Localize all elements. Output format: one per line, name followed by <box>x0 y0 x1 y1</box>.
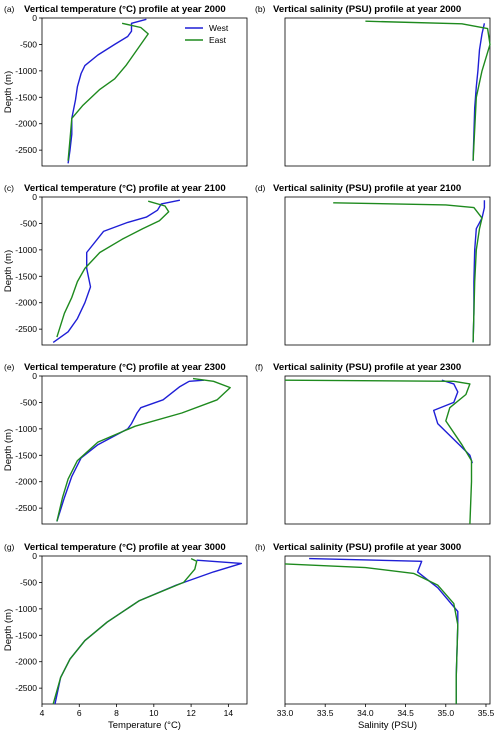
legend-label-west: West <box>209 23 229 33</box>
y-tick-label: -2500 <box>15 145 37 155</box>
x-tick-label: 8 <box>114 708 119 718</box>
x-tick-label: 34.0 <box>357 708 374 718</box>
plot-frame <box>41 555 248 705</box>
x-tick-label: 33.5 <box>317 708 334 718</box>
x-tick-label: 35.5 <box>478 708 495 718</box>
y-tick-label: -1000 <box>15 604 37 614</box>
panel-a: (a) Vertical temperature (°C) profile at … <box>3 4 248 167</box>
legend-label-east: East <box>209 35 227 45</box>
y-tick-label: -2500 <box>15 324 37 334</box>
y-tick-label: -1500 <box>15 271 37 281</box>
panel-title: Vertical salinity (PSU) profile at year … <box>273 4 461 15</box>
panel-g: (g) Vertical temperature (°C) profile at … <box>3 542 248 731</box>
plot-frame <box>284 555 491 705</box>
y-tick-label: -2000 <box>15 477 37 487</box>
y-tick-label: 0 <box>32 13 37 23</box>
series-line-east <box>67 22 149 161</box>
x-axis-label: Salinity (PSU) <box>358 720 417 731</box>
series-line-east <box>52 557 198 705</box>
panel-letter: (f) <box>255 362 263 372</box>
panel-h: (h) Vertical salinity (PSU) profile at ye… <box>255 542 495 731</box>
y-axis-label: Depth (m) <box>3 250 14 292</box>
panel-title: Vertical salinity (PSU) profile at year … <box>273 362 461 373</box>
y-axis-label: Depth (m) <box>3 429 14 471</box>
plot-frame <box>41 196 248 346</box>
y-tick-label: -500 <box>20 577 37 587</box>
legend: West East <box>185 23 229 45</box>
plot-frame <box>284 17 491 167</box>
panel-c: (c) Vertical temperature (°C) profile at … <box>3 183 248 346</box>
series-line-west <box>67 18 147 164</box>
x-tick-label: 33.0 <box>277 708 294 718</box>
panel-f: (f) Vertical salinity (PSU) profile at ye… <box>255 362 491 525</box>
series-line-west <box>52 199 181 343</box>
x-axis-label: Temperature (°C) <box>108 720 181 731</box>
panel-title: Vertical temperature (°C) profile at yea… <box>24 4 226 15</box>
x-tick-label: 34.5 <box>397 708 414 718</box>
panel-letter: (a) <box>4 4 15 14</box>
y-tick-label: -1500 <box>15 450 37 460</box>
series-line-east <box>284 379 473 525</box>
panel-letter: (c) <box>4 183 14 193</box>
series-line-west <box>309 557 459 704</box>
panel-letter: (g) <box>4 542 15 552</box>
plot-frame <box>41 17 248 167</box>
y-tick-label: -1000 <box>15 66 37 76</box>
panel-title: Vertical temperature (°C) profile at yea… <box>24 362 226 373</box>
panel-letter: (d) <box>255 183 266 193</box>
series-line-east <box>333 202 483 343</box>
y-tick-label: -1000 <box>15 424 37 434</box>
y-tick-label: -1500 <box>15 92 37 102</box>
y-tick-label: -1500 <box>15 630 37 640</box>
panel-title: Vertical temperature (°C) profile at yea… <box>24 542 226 553</box>
y-tick-label: -2500 <box>15 503 37 513</box>
plot-frame <box>284 196 491 346</box>
series-line-east <box>56 377 231 522</box>
y-tick-label: -2500 <box>15 683 37 693</box>
panel-e: (e) Vertical temperature (°C) profile at … <box>3 362 248 525</box>
y-tick-label: -500 <box>20 39 37 49</box>
plot-frame <box>284 375 491 525</box>
plot-frame <box>41 375 248 525</box>
y-tick-label: -500 <box>20 397 37 407</box>
x-tick-label: 14 <box>224 708 234 718</box>
panel-letter: (e) <box>4 362 15 372</box>
x-tick-label: 4 <box>40 708 45 718</box>
y-tick-label: -500 <box>20 218 37 228</box>
series-line-east <box>284 563 459 704</box>
panel-letter: (h) <box>255 542 266 552</box>
y-axis-label: Depth (m) <box>3 609 14 651</box>
series-line-east <box>56 200 170 338</box>
x-tick-label: 10 <box>149 708 159 718</box>
panel-d: (d) Vertical salinity (PSU) profile at ye… <box>255 183 491 346</box>
panel-title: Vertical salinity (PSU) profile at year … <box>273 542 461 553</box>
series-line-west <box>54 559 243 705</box>
y-axis-label: Depth (m) <box>3 71 14 113</box>
y-tick-label: -1000 <box>15 245 37 255</box>
y-tick-label: 0 <box>32 371 37 381</box>
x-tick-label: 35.0 <box>438 708 455 718</box>
y-tick-label: 0 <box>32 551 37 561</box>
x-tick-label: 12 <box>186 708 196 718</box>
panel-title: Vertical temperature (°C) profile at yea… <box>24 183 226 194</box>
x-tick-label: 6 <box>77 708 82 718</box>
panel-letter: (b) <box>255 4 266 14</box>
panel-title: Vertical salinity (PSU) profile at year … <box>273 183 461 194</box>
y-tick-label: -2000 <box>15 298 37 308</box>
y-tick-label: 0 <box>32 192 37 202</box>
series-line-east <box>365 20 491 161</box>
series-line-west <box>56 379 205 522</box>
y-tick-label: -2000 <box>15 119 37 129</box>
y-tick-label: -2000 <box>15 657 37 667</box>
panel-b: (b) Vertical salinity (PSU) profile at ye… <box>255 4 491 167</box>
